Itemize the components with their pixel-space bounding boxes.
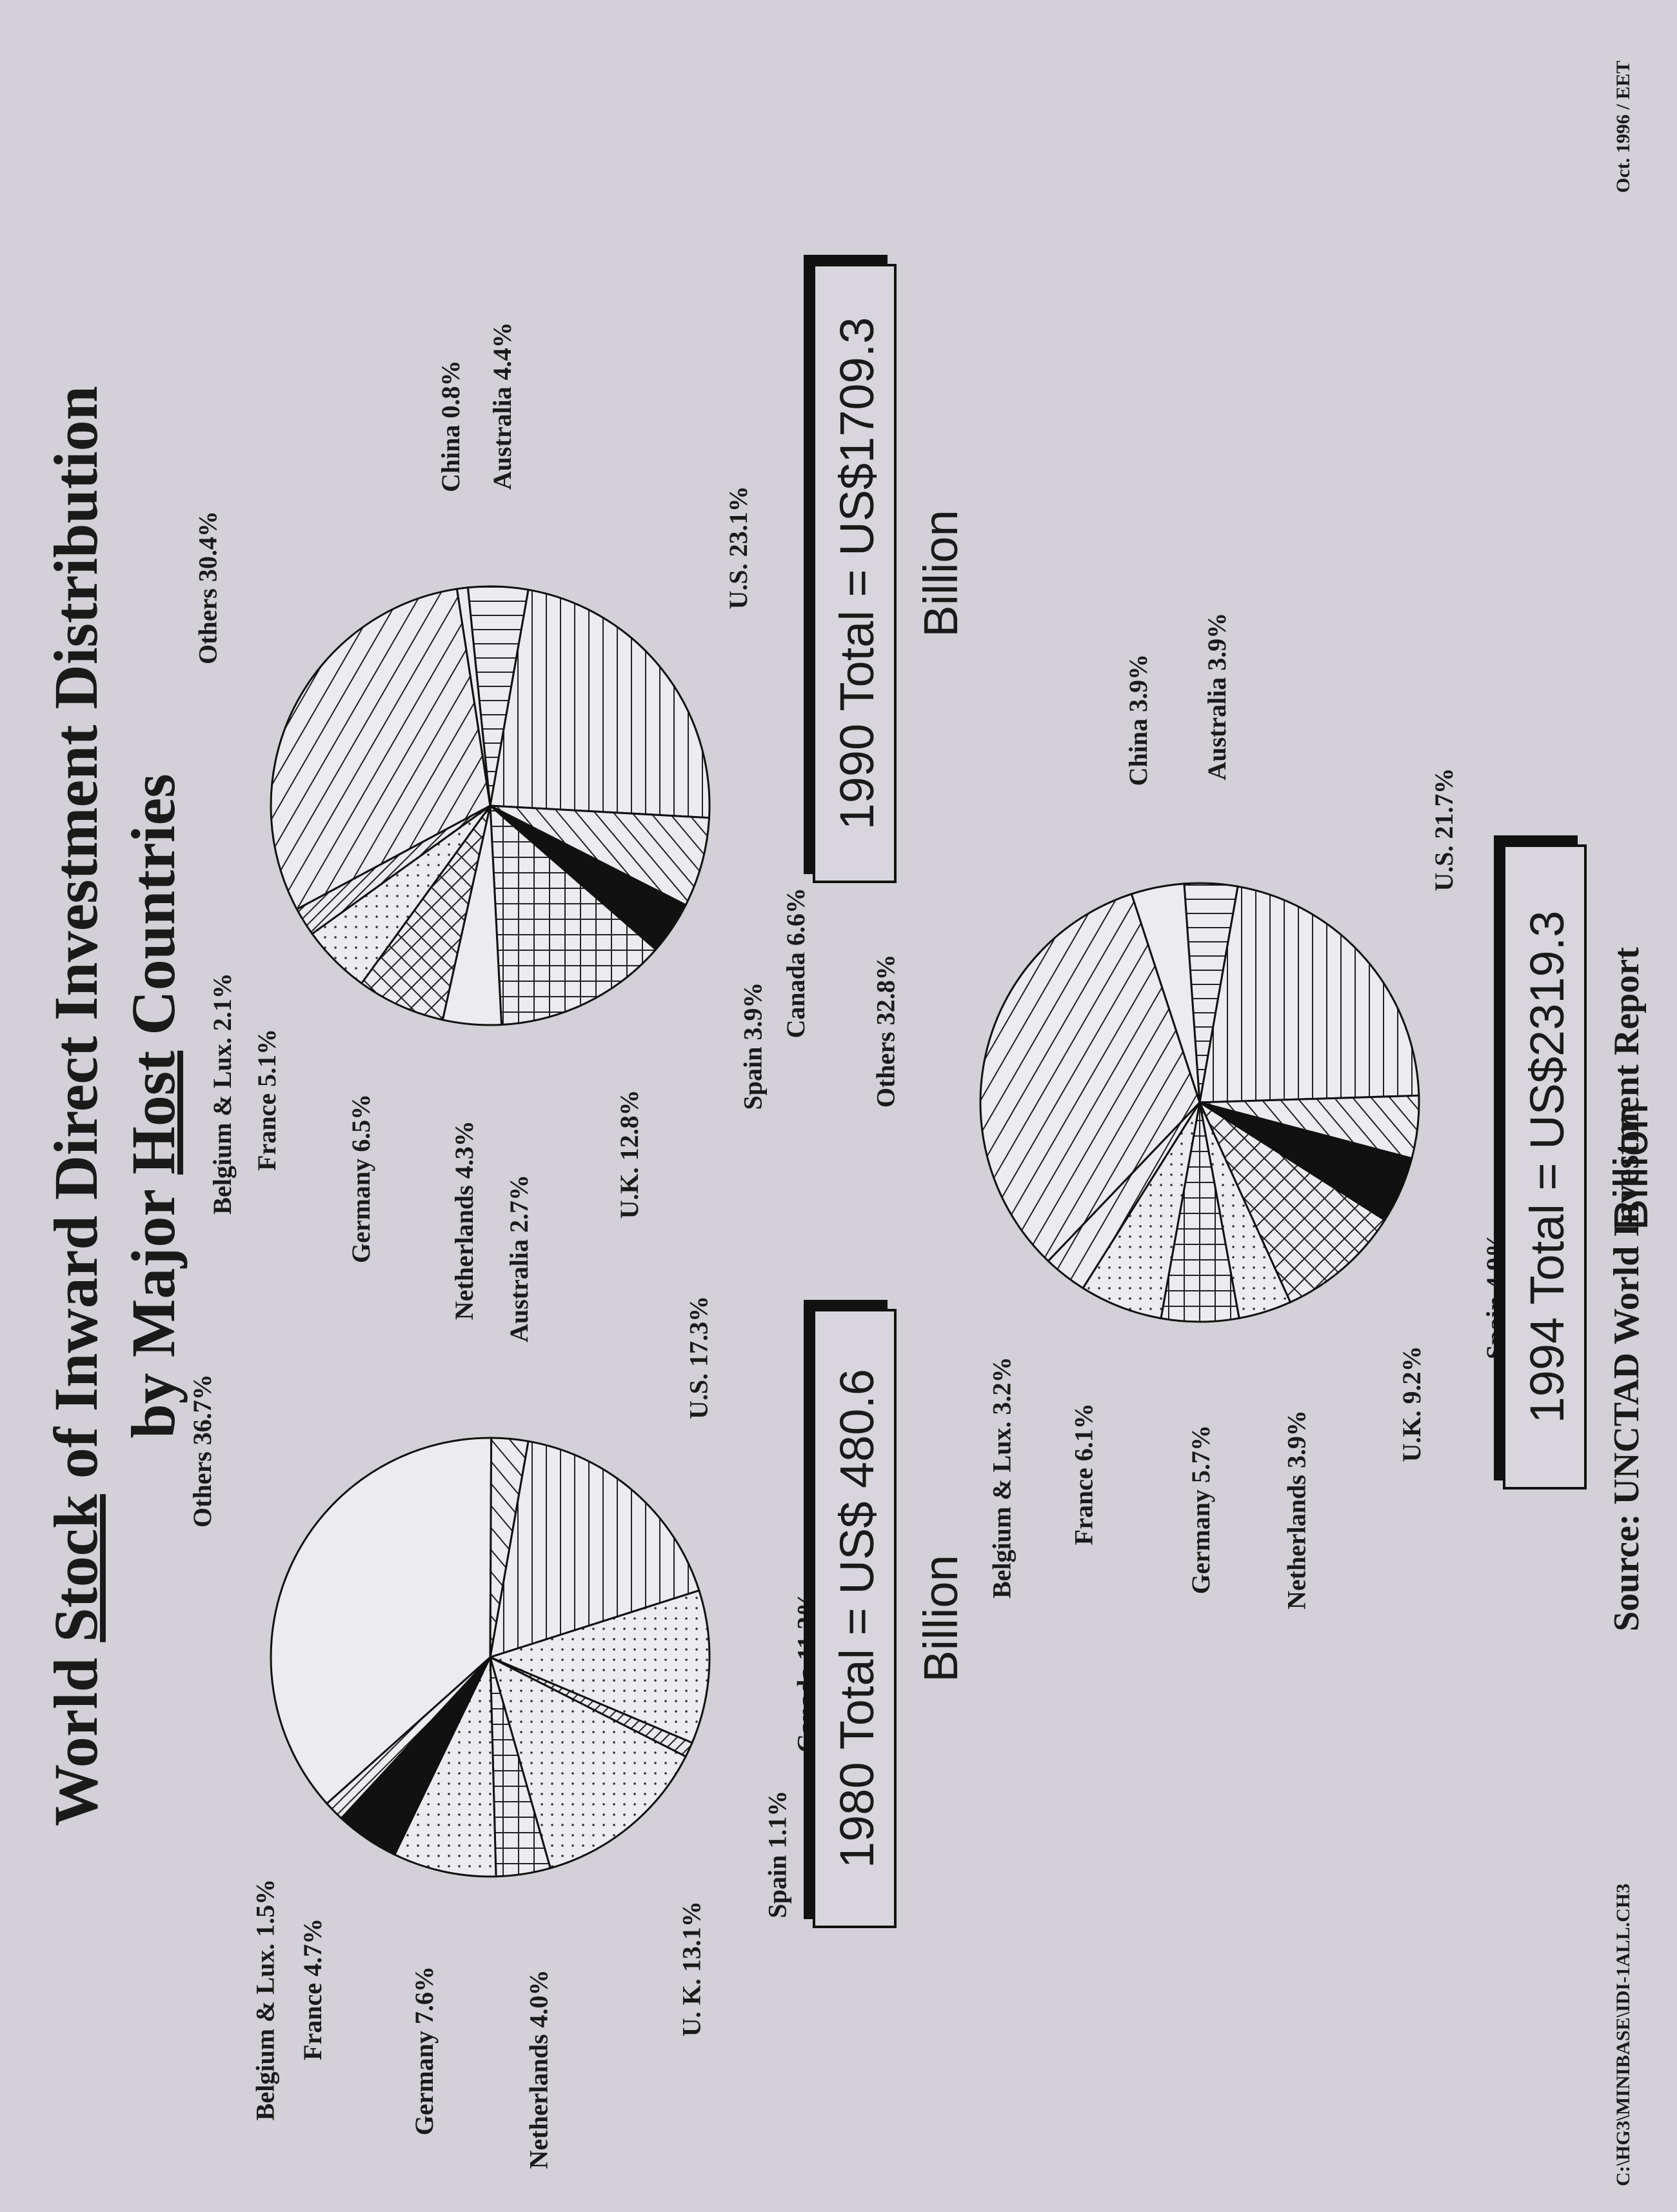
pie-1980-slice-5: [393, 1657, 497, 1878]
pie-1994-slice-6: [1081, 1102, 1201, 1320]
pie-1980-slice-3: [488, 1655, 688, 1869]
pie-1980-slice-8: [270, 1437, 493, 1805]
pie-1994-label-5: Germany 5.7%: [1186, 1425, 1215, 1594]
pie-1990-label-2: Spain 3.9%: [739, 982, 768, 1110]
pie-1994-label-0: U.S. 21.7%: [1429, 768, 1458, 891]
pie-1980: U.S. 17.3%Canada 11.3%Spain 1.1%U. K. 13…: [188, 1175, 820, 2169]
pie-1994-label-10: Australia 3.9%: [1202, 613, 1231, 781]
pie-1990-slice-1: [490, 804, 711, 906]
pie-1990-label-1: Canada 6.6%: [781, 888, 810, 1038]
pie-1990-label-8: Others 30.4%: [194, 511, 223, 664]
pie-1990-label-10: Australia 4.4%: [488, 322, 517, 490]
pie-1994-label-7: Belgium & Lux. 3.2%: [987, 1357, 1017, 1598]
total-1990-box: 1990 Total = US$1709.3 Billion: [813, 264, 968, 883]
pie-1980-label-8: Others 36.7%: [188, 1374, 217, 1528]
pie-1990-label-6: France 5.1%: [252, 1029, 281, 1171]
pie-1990-slice-8: [270, 588, 491, 911]
pie-1994-slice-8: [979, 892, 1201, 1262]
pie-1994-label-8: Others 32.8%: [871, 954, 900, 1108]
total-1980-box: 1980 Total = US$ 480.6 Billion: [813, 1309, 968, 1928]
footer-file-path: C:\HG3\MINIBASE\IDI-1ALL.CH3: [1612, 1883, 1634, 2186]
pie-1980-label-2: Spain 1.1%: [762, 1791, 791, 1918]
pie-1994-label-9: China 3.9%: [1124, 654, 1153, 786]
pie-1980-label-6: France 4.7%: [298, 1918, 327, 2060]
pie-1990-label-5: Germany 6.5%: [346, 1094, 375, 1263]
pie-1994-slice-10: [1183, 882, 1239, 1103]
pie-1980-label-4: Netherlands 4.0%: [524, 1969, 553, 2169]
pie-1994-label-3: U.K. 9.2%: [1397, 1346, 1426, 1462]
pie-1990-label-4: Netherlands 4.3%: [450, 1121, 479, 1320]
pie-1994-slice-0: [1198, 885, 1420, 1104]
total-1994-box: 1994 Total = US$2319.3 Billion: [1503, 844, 1658, 1490]
pie-1990-slice-3: [489, 803, 657, 1026]
pie-1994-slice-3: [1197, 1100, 1387, 1304]
pie-1990: U.S. 23.1% Canada 6.6% Spain 3.9% U.K. 12.8…: [194, 322, 811, 1320]
pie-1980-label-5: Germany 7.6%: [410, 1966, 439, 2135]
source-note: Source: UNCTAD World Investment Report: [1607, 947, 1647, 1631]
pie-1994-label-4: Netherlands 3.9%: [1282, 1410, 1311, 1609]
pie-1980-slice-9: [489, 1437, 530, 1658]
pie-1980-slice-0: [489, 1440, 700, 1659]
pie-1990-label-9: China 0.8%: [436, 360, 465, 492]
pie-1980-label-3: U. K. 13.1%: [677, 1901, 706, 2037]
pie-1980-label-0: U.S. 17.3%: [684, 1296, 713, 1419]
footer-date: Oct. 1996 / EET: [1612, 60, 1634, 193]
pie-1990-label-3: U.K. 12.8%: [615, 1090, 644, 1219]
pie-1994: U.S. 21.7%Canada 4.6%Spain 4.9%U.K. 9.2%…: [871, 613, 1534, 1609]
pie-1980-slice-1: [487, 1589, 711, 1744]
pie-1980-label-9: Australia 2.7%: [504, 1175, 533, 1342]
pie-1990-slice-0: [489, 588, 711, 819]
pie-1990-label-0: U.S. 23.1%: [724, 486, 753, 609]
pie-1990-label-7: Belgium & Lux. 2.1%: [208, 973, 237, 1214]
pie-1990-slice-5: [360, 805, 491, 1021]
pie-1980-label-7: Belgium & Lux. 1.5%: [251, 1879, 280, 2120]
pie-1990-slice-10: [466, 585, 530, 806]
pie-1994-label-6: France 6.1%: [1069, 1403, 1098, 1545]
